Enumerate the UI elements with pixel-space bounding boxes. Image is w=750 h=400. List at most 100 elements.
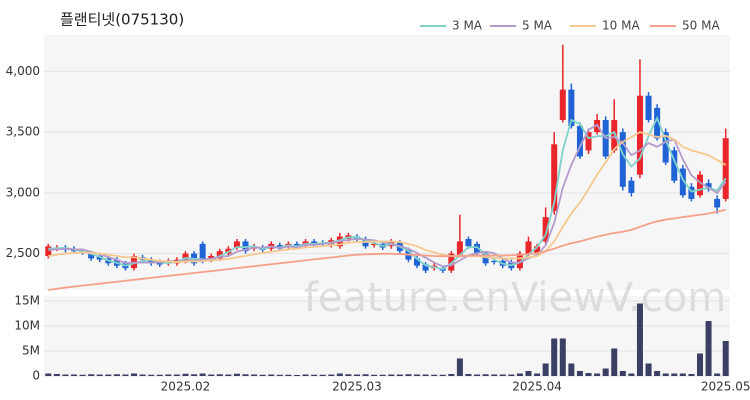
candle-body [628, 180, 635, 193]
volume-bar [191, 374, 198, 376]
y-tick-label: 2,500 [6, 246, 40, 260]
volume-bar [319, 374, 326, 376]
volume-bar [45, 373, 52, 376]
watermark: feature.enViewV.com [304, 275, 726, 321]
volume-bar [542, 363, 549, 376]
candle-body [422, 264, 429, 271]
legend-label: 3 MA [452, 19, 483, 33]
candle-body [199, 243, 206, 261]
candle-body [705, 183, 712, 190]
volume-bar [534, 373, 541, 376]
volume-bar [311, 374, 318, 376]
y-tick-label: 3,000 [6, 185, 40, 199]
volume-bar [371, 374, 378, 376]
volume-bar [199, 373, 206, 376]
volume-bar [414, 374, 421, 376]
volume-bar [302, 374, 309, 376]
candle-body [636, 95, 643, 175]
volume-tick-label: 5M [22, 344, 40, 358]
volume-bar [268, 374, 275, 376]
volume-bar [242, 374, 249, 376]
candle-body [525, 241, 532, 254]
volume-bar [225, 374, 232, 376]
chart-title: 플랜티넷(075130) [60, 11, 184, 29]
volume-bar [448, 374, 455, 376]
volume-bar [182, 373, 189, 376]
volume-bar [671, 373, 678, 376]
volume-bar [474, 374, 481, 376]
volume-bar [216, 374, 223, 376]
volume-bar [568, 363, 575, 376]
volume-bar [345, 374, 352, 376]
volume-bar [251, 374, 258, 376]
volume-bar [208, 374, 215, 376]
volume-bar [714, 373, 721, 376]
volume-tick-label: 10M [14, 319, 40, 333]
volume-bar [379, 374, 386, 376]
candle-body [696, 174, 703, 196]
candle-body [645, 95, 652, 120]
candle-body [456, 241, 463, 255]
volume-bar [705, 321, 712, 376]
candle-body [688, 186, 695, 199]
volume-bar [431, 374, 438, 376]
candle-body [293, 243, 300, 247]
volume-bar [165, 374, 172, 376]
candle-body [619, 132, 626, 187]
candle-body [585, 132, 592, 151]
volume-bar [602, 368, 609, 376]
volume-bar [396, 374, 403, 376]
volume-bar [662, 373, 669, 376]
volume-bar [122, 374, 129, 376]
volume-bar [139, 374, 146, 376]
volume-bar [328, 374, 335, 376]
candle-body [576, 126, 583, 157]
volume-bar [79, 374, 86, 376]
volume-bar [148, 374, 155, 376]
volume-bar [233, 373, 240, 376]
volume-bar [594, 373, 601, 376]
candle-body [662, 132, 669, 163]
legend-label: 5 MA [522, 19, 553, 33]
volume-bar [722, 341, 729, 376]
volume-bar [388, 374, 395, 376]
candle-body [559, 89, 566, 120]
volume-bar [259, 374, 266, 376]
volume-bar [619, 371, 626, 376]
volume-tick-label: 15M [14, 294, 40, 308]
volume-bar [62, 374, 69, 376]
candle-body [722, 138, 729, 199]
candle-body [611, 120, 618, 151]
volume-bar [405, 374, 412, 376]
volume-bar [336, 373, 343, 376]
volume-bar [293, 375, 300, 376]
ma-line [48, 131, 727, 263]
candle-body [371, 243, 378, 246]
volume-bar [173, 374, 180, 376]
candle-body [679, 168, 686, 196]
candle-body [542, 217, 549, 242]
volume-bar [654, 371, 661, 376]
candle-body [534, 246, 541, 254]
volume-bar [559, 338, 566, 376]
volume-bar [422, 374, 429, 376]
candle-body [671, 150, 678, 181]
x-tick-label: 2025.04 [512, 380, 562, 394]
legend-label: 50 MA [682, 19, 720, 33]
volume-bar [96, 374, 103, 376]
volume-bar [276, 374, 283, 376]
volume-bar [456, 358, 463, 376]
volume-bar [465, 374, 472, 376]
candle-body [148, 259, 155, 264]
candle-body [491, 260, 498, 263]
candle-body [465, 239, 472, 247]
volume-bar [576, 371, 583, 376]
volume-bar [285, 374, 292, 376]
candle-body [482, 253, 489, 264]
volume-bar [113, 374, 120, 376]
volume-bar [628, 373, 635, 376]
volume-bar [131, 373, 138, 376]
volume-bar [156, 374, 163, 376]
candle-body [414, 258, 421, 266]
x-tick-label: 2025.02 [161, 380, 211, 394]
